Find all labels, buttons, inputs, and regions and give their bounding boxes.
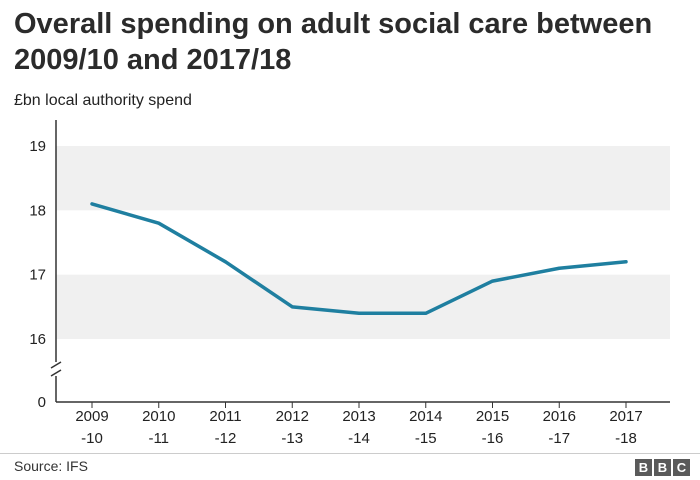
data-point [491, 279, 494, 283]
x-category-label: 2011 [209, 408, 241, 425]
bbc-logo-letter: B [654, 459, 671, 476]
x-category-label: -13 [281, 430, 303, 447]
footer-divider [0, 453, 700, 454]
x-category-label: 2017 [609, 408, 642, 425]
chart-title: Overall spending on adult social care be… [14, 8, 653, 76]
data-point [557, 266, 561, 270]
data-point [624, 260, 628, 264]
y-axis-label: £bn local authority spend [14, 92, 192, 109]
axis-break-mark [50, 361, 62, 369]
axis-break-gap [50, 362, 62, 376]
x-category-label: -11 [148, 430, 169, 447]
grid-band [56, 146, 670, 211]
x-category-label: -14 [348, 430, 370, 447]
y-tick-label: 18 [29, 202, 46, 219]
bbc-logo-letter: C [673, 459, 690, 476]
x-category-label: 2015 [476, 408, 509, 425]
data-point [90, 202, 94, 206]
y-tick-label: 17 [29, 267, 46, 284]
x-category-label: 2014 [409, 408, 442, 425]
x-category-label: -10 [81, 430, 103, 447]
y-tick-label-zero: 0 [38, 394, 46, 411]
data-point [157, 221, 161, 225]
data-point [224, 260, 227, 264]
data-point [357, 311, 361, 315]
grid-band [56, 274, 670, 339]
x-category-label: 2009 [75, 408, 108, 425]
data-point [290, 305, 294, 309]
x-category-label: 2010 [142, 408, 175, 425]
x-category-label: -16 [482, 430, 504, 447]
axis-break-mark [50, 369, 62, 377]
x-category-label: -17 [548, 430, 570, 447]
x-category-label: 2012 [276, 408, 309, 425]
source-note: Source: IFS [14, 458, 88, 474]
y-tick-label: 19 [29, 138, 46, 155]
x-category-label: -12 [215, 430, 237, 447]
data-point [424, 311, 428, 315]
bbc-logo: B B C [635, 459, 690, 476]
x-category-label: -15 [415, 430, 437, 447]
x-category-label: 2013 [342, 408, 375, 425]
bbc-logo-letter: B [635, 459, 652, 476]
y-tick-label: 16 [29, 331, 46, 348]
x-category-label: -18 [615, 430, 637, 447]
x-category-label: 2016 [543, 408, 576, 425]
line-chart: 16 17 18 19 0 2009 -10 2010 -11 2011 -12 2012 -13 201… [29, 120, 670, 447]
